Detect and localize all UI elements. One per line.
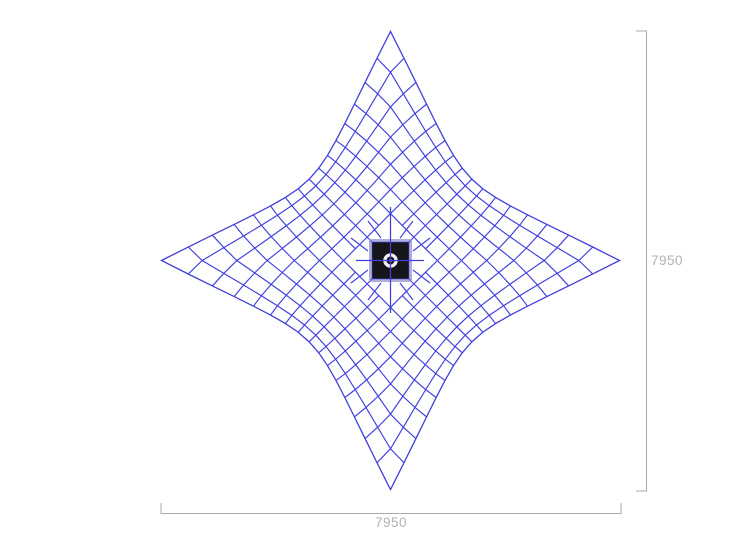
net-boundary-outline xyxy=(160,30,621,491)
width-dimension-label: 7950 xyxy=(375,515,407,530)
net-mesh-line xyxy=(270,140,446,316)
net-mesh-line xyxy=(376,246,594,464)
net-mesh-line xyxy=(297,167,463,333)
net-spur-line xyxy=(412,237,431,252)
net-mesh-line xyxy=(344,214,528,398)
net-spur-line xyxy=(412,269,431,284)
net-spur-line xyxy=(399,282,414,301)
net-mesh-line xyxy=(253,123,437,307)
center-platform-group xyxy=(350,207,431,313)
net-mesh-line xyxy=(211,81,417,287)
width-dimension-line xyxy=(160,503,622,514)
net-spur-line xyxy=(399,220,414,239)
net-mesh-line xyxy=(233,103,427,297)
net-mesh-line xyxy=(318,188,484,354)
net-mesh xyxy=(187,57,594,464)
net-spur-line xyxy=(367,220,382,239)
dimension-annotations: 7950 7950 xyxy=(160,30,683,530)
net-spur-line xyxy=(350,269,369,284)
height-dimension-line xyxy=(636,30,647,492)
net-spur-line xyxy=(350,237,369,252)
net-spur-line xyxy=(367,282,382,301)
net-mesh-line xyxy=(364,234,570,440)
net-mesh-line xyxy=(187,57,405,275)
height-dimension-label: 7950 xyxy=(651,253,683,268)
net-mesh-line xyxy=(327,197,497,367)
net-mesh-line xyxy=(354,224,548,418)
net-mesh-line xyxy=(335,205,511,381)
net-mesh-line xyxy=(284,154,454,324)
